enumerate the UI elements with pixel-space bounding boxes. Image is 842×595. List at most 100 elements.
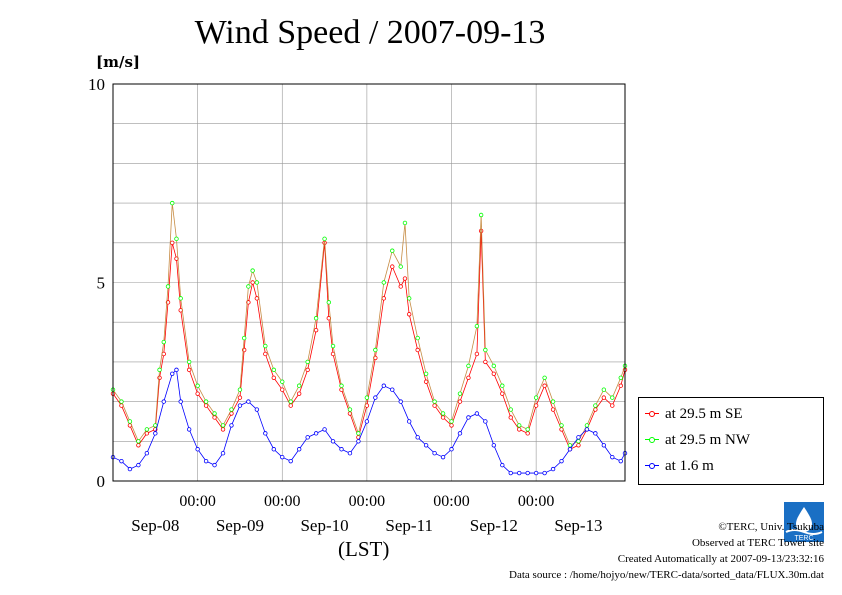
series-2-point — [567, 447, 573, 452]
series-2-point — [440, 454, 446, 460]
series-1-point — [241, 335, 247, 341]
series-2-point — [195, 447, 200, 452]
series-2-point — [584, 427, 590, 432]
series-1-point — [186, 359, 192, 365]
series-2-point — [313, 431, 319, 436]
series-1-point — [296, 383, 302, 388]
series-1-point — [576, 439, 581, 444]
legend-marker-icon — [645, 409, 659, 419]
series-1-point — [373, 347, 378, 353]
series-2-point — [364, 419, 370, 424]
series-1-point — [170, 200, 175, 206]
series-0-point — [483, 359, 488, 365]
series-2-point — [398, 399, 403, 404]
series-0-point — [157, 375, 162, 380]
legend-marker-icon — [645, 435, 659, 445]
series-1-point — [618, 375, 623, 380]
x-tick-date-label: Sep-13 — [554, 516, 602, 535]
credit-source: Data source : /home/hojyo/new/TERC-data/… — [509, 569, 824, 581]
series-0-point — [525, 431, 530, 436]
x-tick-time-label: 00:00 — [349, 493, 385, 510]
series-1-point — [525, 427, 530, 432]
legend-item-nw: at 29.5 m NW — [645, 430, 750, 450]
series-0-point — [144, 431, 150, 436]
series-line-1 — [112, 203, 626, 446]
series-0-point — [288, 403, 293, 408]
legend-label: at 1.6 m — [665, 457, 714, 474]
series-0-point — [263, 351, 268, 357]
series-0-point — [406, 312, 412, 317]
series-0-point — [576, 443, 581, 448]
series-1-point — [271, 367, 276, 373]
series-1-point — [601, 387, 607, 392]
series-1-point — [483, 347, 488, 353]
series-1-point — [330, 343, 336, 349]
series-0-point — [381, 296, 387, 301]
series-2-point — [432, 451, 437, 456]
terc-logo-icon: TERC — [784, 502, 824, 542]
x-tick-date-label: Sep-08 — [131, 516, 179, 535]
series-2-point — [330, 439, 336, 444]
series-2-point — [373, 395, 378, 400]
series-2-point — [474, 411, 480, 416]
series-2-point — [593, 431, 598, 436]
series-1-point — [533, 395, 539, 400]
series-1-point — [280, 379, 285, 384]
series-1-point — [212, 411, 217, 416]
series-1-point — [550, 399, 556, 404]
series-0-point — [195, 391, 200, 396]
series-1-point — [474, 323, 480, 329]
series-0-point — [390, 264, 395, 269]
series-0-point — [478, 228, 484, 234]
series-0-point — [618, 383, 623, 388]
series-2-point — [186, 427, 192, 432]
series-0-point — [212, 415, 217, 420]
series-2-point — [356, 439, 361, 444]
series-2-point — [457, 431, 463, 436]
series-2-point — [339, 447, 344, 452]
series-2-point — [144, 451, 150, 456]
series-2-point — [550, 466, 556, 472]
series-2-point — [174, 367, 179, 373]
series-2-point — [170, 371, 175, 377]
series-2-point — [500, 462, 505, 468]
series-2-point — [246, 399, 251, 404]
series-1-point — [127, 419, 133, 424]
series-0-point — [423, 379, 429, 384]
series-1-point — [390, 248, 395, 253]
series-2-point — [533, 470, 539, 476]
series-2-point — [178, 399, 183, 404]
series-2-point — [508, 470, 513, 476]
series-2-point — [153, 431, 158, 436]
series-1-point — [542, 375, 547, 380]
credit-copyright: ©TERC, Univ. Tsukuba — [718, 521, 824, 533]
series-1-point — [466, 363, 471, 369]
series-2-point — [559, 458, 564, 464]
series-0-point — [449, 423, 454, 428]
series-2-point — [483, 419, 488, 424]
y-tick-label: 5 — [97, 274, 106, 293]
series-2-point — [517, 470, 522, 476]
series-0-point — [457, 399, 463, 404]
series-0-point — [250, 280, 255, 285]
series-2-point — [271, 447, 276, 452]
series-1-point — [398, 264, 403, 269]
series-1-point — [508, 407, 513, 412]
series-1-point — [593, 403, 598, 408]
series-0-point — [136, 443, 141, 448]
series-2-point — [119, 458, 124, 464]
series-0-point — [415, 347, 420, 353]
series-1-point — [432, 399, 437, 404]
legend-item-se: at 29.5 m SE — [645, 404, 743, 424]
series-1-point — [517, 423, 522, 428]
chart-title: Wind Speed / 2007-09-13 — [194, 14, 546, 51]
series-2-point — [212, 462, 217, 468]
series-2-point — [618, 458, 623, 464]
series-0-point — [254, 296, 260, 301]
series-2-point — [576, 435, 581, 440]
series-1-point — [406, 296, 412, 301]
series-2-point — [220, 451, 226, 456]
y-tick-label: 10 — [88, 75, 105, 94]
series-2-point — [322, 427, 327, 432]
